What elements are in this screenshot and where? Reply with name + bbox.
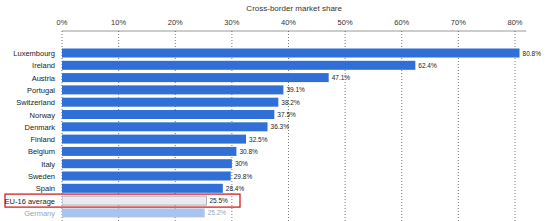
category-label: Ireland [32,61,55,70]
data-label: 36.3% [271,123,290,130]
category-label: Norway [30,111,56,120]
tick-label: 40% [281,18,296,27]
category-label: Austria [32,74,56,83]
grid-line [515,31,516,221]
bar [62,184,223,193]
bar [62,110,274,119]
data-label: 30% [235,160,248,167]
data-label: 37.5% [277,111,296,118]
category-label: Switzerland [16,98,55,107]
title: Cross-border market share [246,4,342,13]
bar [62,73,329,82]
axis-line [62,31,526,32]
bar [62,135,246,144]
tick-label: 20% [168,18,183,27]
data-label: 25.2% [208,209,227,216]
category-label: Sweden [28,172,55,181]
category-label: Finland [30,135,55,144]
data-label: 29.8% [234,173,253,180]
bar [62,61,415,70]
category-label: Portugal [27,86,55,95]
chart: Cross-border market share 0% 10% 20% 30% 40% 5… [0,0,560,221]
category-label: Italy [41,160,55,169]
category-label: Denmark [25,123,56,132]
bar [62,208,205,217]
data-label: 32.5% [249,136,268,143]
tick-label: 10% [111,18,126,27]
data-label: 80.8% [523,50,542,57]
bar [62,196,206,205]
bars [62,49,520,218]
highlight-box [5,194,240,207]
grid-line [345,31,346,221]
tick-label: 80% [507,18,522,27]
grid-line [401,31,402,221]
bar [62,85,283,94]
category-label: Belgium [28,147,55,156]
category-label: Spain [36,184,55,193]
tick-label: 70% [451,18,466,27]
data-label: 30.8% [239,148,258,155]
bar [62,172,231,181]
category-label: Germany [24,209,55,218]
data-label: 28.4% [226,185,245,192]
data-label: 47.1% [332,74,351,81]
data-label: 39.1% [286,86,305,93]
labels: Luxembourg 80.8% Ireland 62.4% Austria 47.1% P… [5,49,542,218]
tick-label: 30% [224,18,239,27]
data-label: 38.2% [281,99,300,106]
bar [62,49,520,58]
bar [62,159,232,168]
grid-line [458,31,459,221]
category-label: Luxembourg [13,49,55,58]
data-label: 25.5% [209,197,228,204]
tick-label: 50% [338,18,353,27]
bar [62,147,236,156]
category-label: EU-16 average [5,197,55,206]
bar [62,122,268,131]
data-label: 62.4% [418,62,437,69]
tick-label: 60% [394,18,409,27]
bar [62,98,278,107]
tick-label: 0% [57,18,68,27]
